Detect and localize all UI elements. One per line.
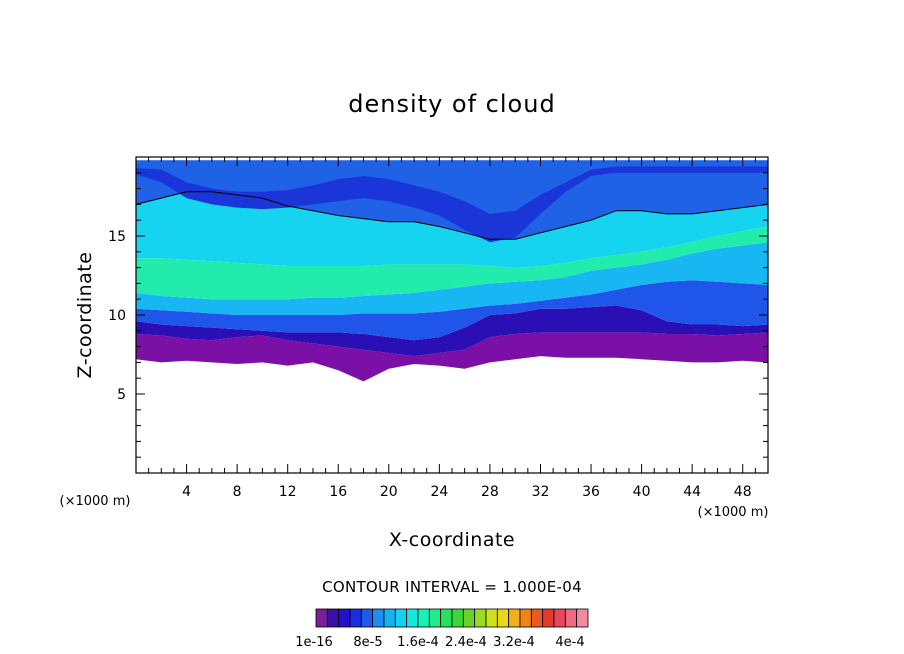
colorbar-swatch <box>530 608 544 628</box>
colorbar-swatch <box>383 608 396 628</box>
colorbar-swatch <box>496 608 510 628</box>
x-unit-left: (×1000 m) <box>60 494 131 509</box>
colorbar-swatch <box>564 608 578 628</box>
colorbar-swatch <box>451 608 464 628</box>
colorbar-swatch <box>462 608 476 628</box>
x-tick-label: 24 <box>430 484 448 500</box>
y-axis-ticks: 5 10 15 <box>108 172 768 458</box>
colorbar-swatch <box>417 608 430 628</box>
density-band-2 <box>136 305 768 357</box>
colorbar-swatch <box>542 608 555 628</box>
x-tick-label: 32 <box>532 484 550 500</box>
colorbar-swatch <box>508 608 521 628</box>
colorbar-swatch <box>360 608 374 628</box>
y-tick-label: 15 <box>108 229 126 245</box>
x-axis-label: X-coordinate <box>389 529 515 551</box>
contour-interval-label: CONTOUR INTERVAL = 1.000E-04 <box>322 578 582 596</box>
colorbar-swatch <box>474 608 487 628</box>
x-tick-label: 8 <box>233 484 242 500</box>
x-unit-right: (×1000 m) <box>698 505 769 520</box>
colorbar-swatch <box>338 608 351 628</box>
x-axis-ticks: 4 8 12 16 20 24 28 32 36 40 44 48 <box>148 157 756 500</box>
density-band-8 <box>136 166 768 243</box>
colorbar-swatch <box>485 608 498 628</box>
density-layers <box>136 160 768 382</box>
colorbar-swatch <box>326 608 340 628</box>
density-band-4 <box>136 242 768 315</box>
contour-line <box>136 191 768 240</box>
density-band-1 <box>136 332 768 382</box>
colorbar-swatch <box>428 608 442 628</box>
colorbar-swatch <box>406 608 419 628</box>
plot-area <box>136 157 768 473</box>
x-tick-label: 12 <box>279 484 297 500</box>
chart-title: density of cloud <box>348 90 555 118</box>
colorbar-label: 3.2e-4 <box>493 635 535 650</box>
colorbar-swatch <box>349 608 362 628</box>
colorbar-label: 1e-16 <box>295 635 333 650</box>
colorbar-swatch <box>576 608 589 628</box>
colorbar-swatch <box>519 608 532 628</box>
x-tick-label: 4 <box>182 484 191 500</box>
y-tick-label: 10 <box>108 308 126 324</box>
colorbar-swatch <box>553 608 566 628</box>
x-tick-label: 44 <box>683 484 701 500</box>
x-tick-label: 40 <box>633 484 651 500</box>
x-tick-label: 16 <box>329 484 347 500</box>
density-band-5 <box>136 226 768 300</box>
x-tick-label: 36 <box>582 484 600 500</box>
colorbar <box>315 608 589 628</box>
colorbar-label: 8e-5 <box>353 635 382 650</box>
colorbar-label: 1.6e-4 <box>397 635 439 650</box>
colorbar-labels: 1e-16 8e-5 1.6e-4 2.4e-4 3.2e-4 4e-4 <box>295 635 584 650</box>
x-tick-label: 48 <box>734 484 752 500</box>
colorbar-label: 2.4e-4 <box>445 635 487 650</box>
colorbar-swatch <box>372 608 385 628</box>
y-axis-label: Z-coordinate <box>74 252 96 379</box>
x-tick-label: 28 <box>481 484 499 500</box>
colorbar-swatch <box>440 608 453 628</box>
colorbar-swatch <box>315 608 328 628</box>
y-tick-label: 5 <box>117 387 126 403</box>
x-tick-label: 20 <box>380 484 398 500</box>
colorbar-swatch <box>394 608 408 628</box>
colorbar-label: 4e-4 <box>555 635 584 650</box>
